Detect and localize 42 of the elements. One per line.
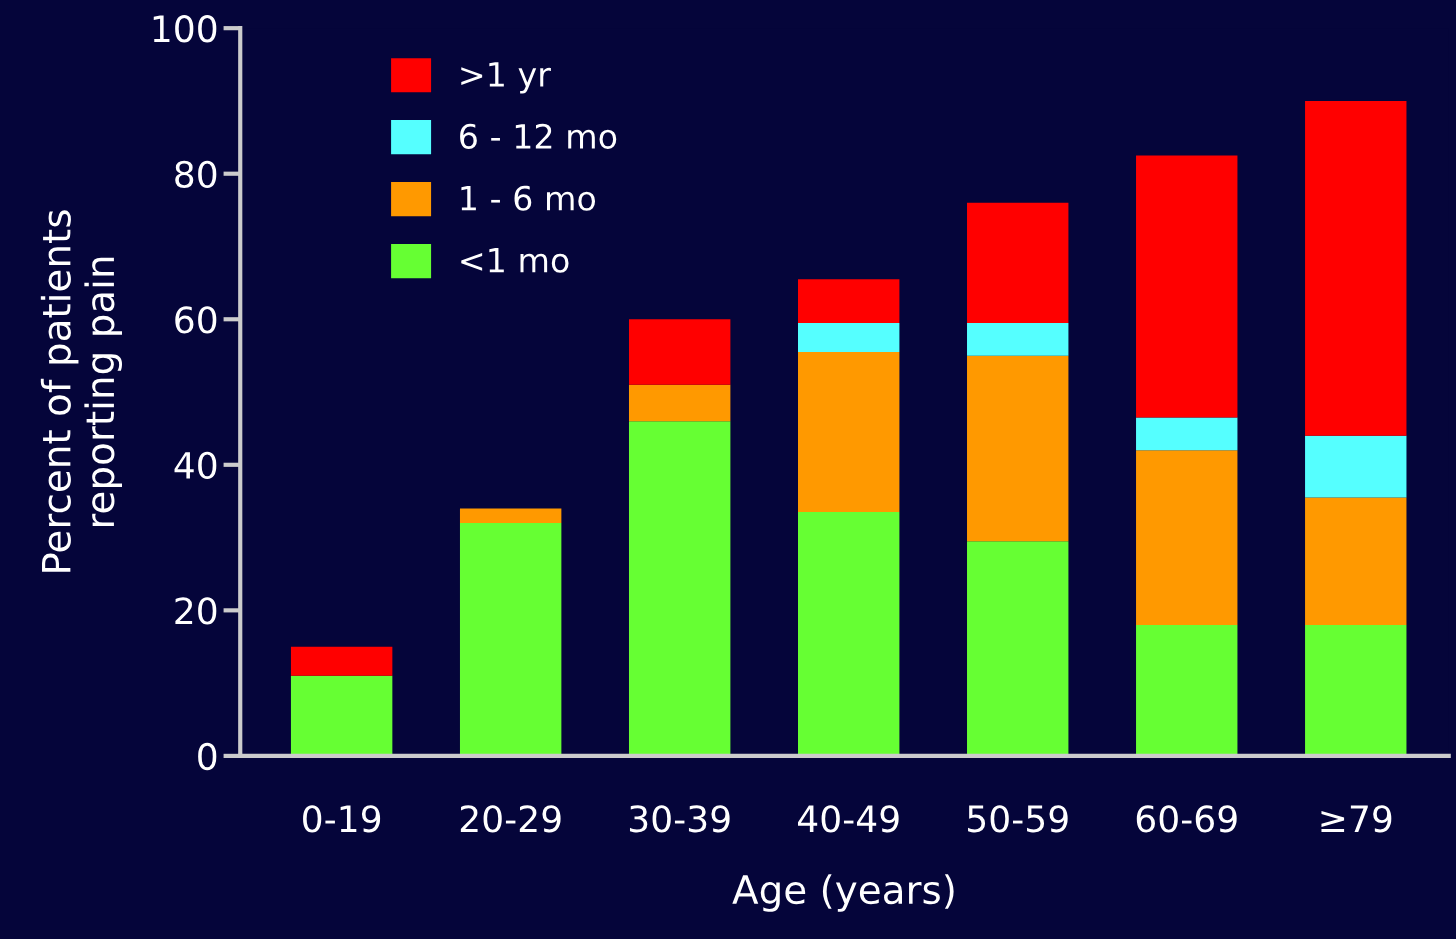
bar (967, 355, 1069, 542)
bar (798, 322, 900, 353)
x-axis-title: Age (years) (732, 874, 954, 912)
bar (1136, 624, 1238, 756)
x-tick-label: 40-49 (798, 805, 899, 833)
bar (798, 512, 900, 756)
x-tick-label: 30-39 (629, 805, 730, 833)
legend-label: 6 - 12 mo (460, 123, 617, 149)
bar (1305, 624, 1407, 756)
bar (967, 541, 1069, 756)
bar (628, 421, 731, 756)
legend-label: 1 - 6 mo (461, 185, 596, 211)
bar (1305, 497, 1407, 625)
x-tick-label: 60-69 (1136, 805, 1237, 833)
bar (1305, 435, 1407, 498)
legend-label: >1 yr (461, 62, 551, 94)
x-tick-label: ≥79 (1321, 805, 1392, 833)
bar (459, 523, 562, 756)
bar (459, 508, 562, 524)
bar (798, 279, 900, 323)
x-tick-label: 0-19 (303, 805, 381, 833)
legend-label: <1 mo (461, 248, 569, 273)
bar (628, 384, 731, 422)
y-tick-label: 100 (153, 15, 217, 43)
bar (1305, 100, 1407, 436)
y-axis-title: Percent of patients reporting pain (40, 210, 123, 572)
bar (967, 322, 1069, 356)
bar (1136, 155, 1238, 418)
bar (628, 319, 731, 385)
bar (1136, 417, 1238, 451)
y-tick-label: 60 (175, 306, 217, 334)
y-tick-label: 80 (175, 160, 217, 188)
x-tick-label: 50-59 (968, 805, 1068, 833)
y-tick-label: 20 (175, 597, 217, 625)
y-tick-label: 0 (198, 742, 217, 771)
bar (967, 202, 1069, 323)
bar (798, 352, 900, 513)
bar (1136, 450, 1238, 625)
bar (290, 675, 393, 756)
bar (290, 646, 393, 676)
x-tick-label: 20-29 (460, 805, 561, 833)
y-tick-label: 40 (174, 451, 217, 480)
